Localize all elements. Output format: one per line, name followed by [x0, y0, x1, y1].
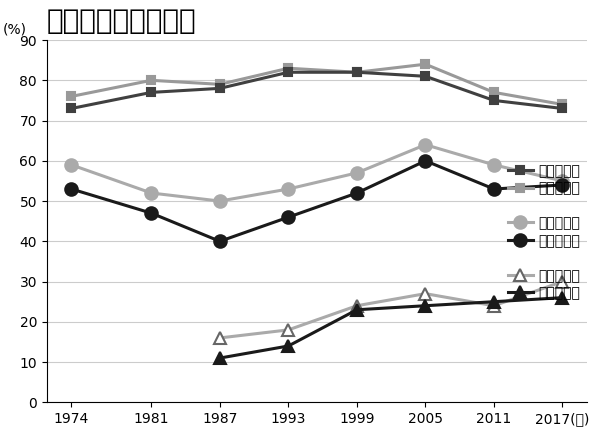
Legend: 大学生男子, 大学生女子, , 高校生女子, 高校生男子, , 中学生女子, 中学生男子: 大学生男子, 大学生女子, , 高校生女子, 高校生男子, , 中学生女子, 中…	[502, 158, 586, 306]
Text: (%): (%)	[2, 23, 26, 36]
Text: デート経験率の推移: デート経験率の推移	[47, 7, 196, 35]
